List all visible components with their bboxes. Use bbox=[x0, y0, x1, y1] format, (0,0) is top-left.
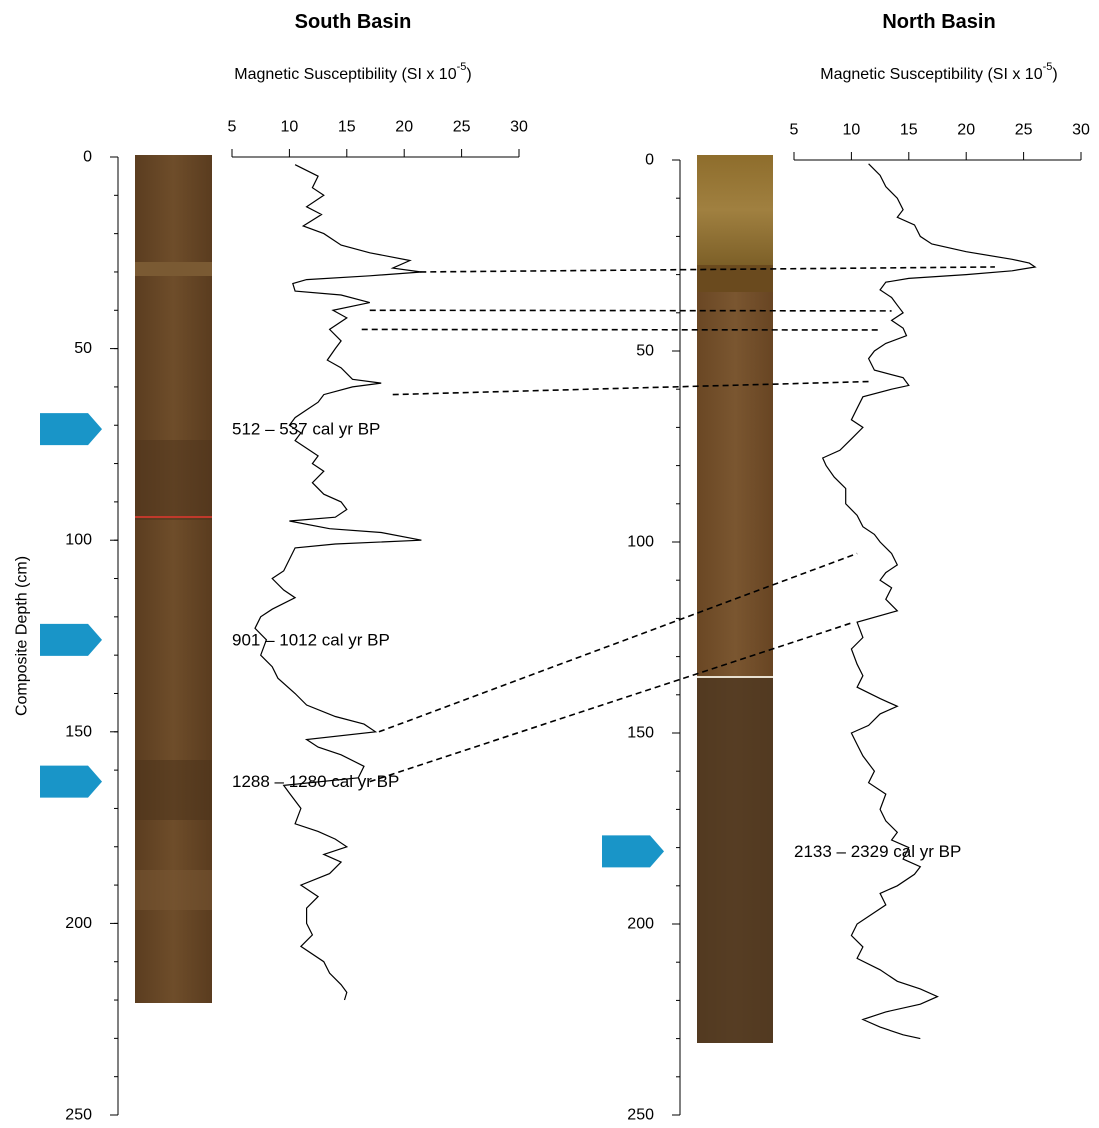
x-axis-label-sup: -5 bbox=[1043, 61, 1053, 73]
y-tick-label: 0 bbox=[83, 149, 92, 166]
y-tick-label: 0 bbox=[645, 152, 654, 169]
tie-line bbox=[379, 553, 857, 731]
x-axis-label-end: ) bbox=[466, 66, 471, 83]
age-label: 2133 – 2329 cal yr BP bbox=[794, 842, 961, 861]
chart-title: North Basin bbox=[882, 11, 995, 33]
x-tick-label: 5 bbox=[790, 122, 799, 139]
age-label: 901 – 1012 cal yr BP bbox=[232, 630, 390, 649]
y-tick-label: 250 bbox=[627, 1107, 654, 1124]
profile-line bbox=[823, 164, 1035, 1039]
x-tick-label: 25 bbox=[453, 119, 471, 136]
x-tick-label: 30 bbox=[510, 119, 528, 136]
age-marker bbox=[40, 766, 102, 798]
x-tick-label: 15 bbox=[900, 122, 918, 139]
x-axis-label-main: Magnetic Susceptibility (SI x 10 bbox=[234, 66, 456, 83]
profile-line bbox=[255, 165, 421, 1000]
age-label: 512 – 537 cal yr BP bbox=[232, 420, 380, 439]
x-axis-label-end: ) bbox=[1052, 66, 1057, 83]
age-label: 1288 – 1280 cal yr BP bbox=[232, 772, 399, 791]
y-tick-label: 150 bbox=[627, 725, 654, 742]
figure: South Basin Magnetic Susceptibility (SI x… bbox=[0, 0, 1099, 1128]
tie-line bbox=[393, 382, 869, 395]
age-marker bbox=[602, 835, 664, 867]
age-marker bbox=[40, 624, 102, 656]
x-tick-label: 25 bbox=[1015, 122, 1033, 139]
y-axis-label: Composite Depth (cm) bbox=[14, 556, 31, 716]
y-tick-label: 50 bbox=[636, 343, 654, 360]
x-tick-label: 20 bbox=[395, 119, 413, 136]
x-axis-label: Magnetic Susceptibility (SI x 10-5) bbox=[820, 61, 1057, 83]
x-tick-label: 10 bbox=[843, 122, 861, 139]
tie-line bbox=[370, 622, 854, 781]
y-tick-label: 100 bbox=[65, 532, 92, 549]
tie-line bbox=[370, 310, 892, 311]
y-tick-label: 50 bbox=[74, 340, 92, 357]
x-axis-label-main: Magnetic Susceptibility (SI x 10 bbox=[820, 66, 1042, 83]
tie-line bbox=[362, 329, 880, 330]
x-tick-label: 10 bbox=[281, 119, 299, 136]
x-axis-label: Magnetic Susceptibility (SI x 10-5) bbox=[234, 61, 471, 83]
y-tick-label: 200 bbox=[627, 916, 654, 933]
age-marker bbox=[40, 413, 102, 445]
y-tick-label: 200 bbox=[65, 915, 92, 932]
x-axis-label-sup: -5 bbox=[457, 61, 467, 73]
x-tick-label: 30 bbox=[1072, 122, 1090, 139]
x-tick-label: 5 bbox=[228, 119, 237, 136]
y-tick-label: 150 bbox=[65, 723, 92, 740]
y-tick-label: 100 bbox=[627, 534, 654, 551]
y-tick-label: 250 bbox=[65, 1107, 92, 1124]
chart-title: South Basin bbox=[295, 11, 412, 33]
x-tick-label: 20 bbox=[957, 122, 975, 139]
x-tick-label: 15 bbox=[338, 119, 356, 136]
south-core bbox=[135, 155, 212, 1003]
